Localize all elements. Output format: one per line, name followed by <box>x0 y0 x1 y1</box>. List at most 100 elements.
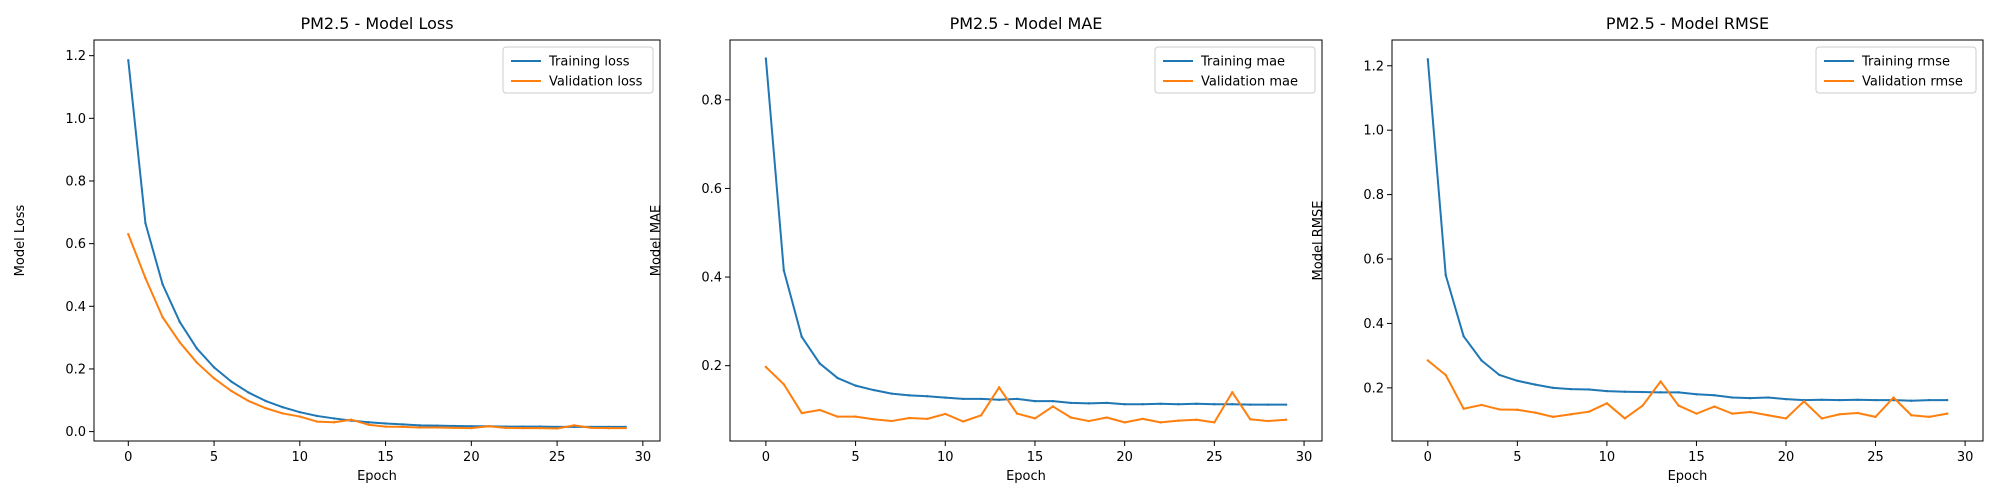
x-tick-label: 0 <box>762 450 770 465</box>
x-tick-label: 0 <box>1424 450 1432 465</box>
data-point <box>1551 386 1555 390</box>
data-point <box>1231 391 1234 394</box>
y-tick-label: 1.0 <box>65 112 86 127</box>
data-point <box>962 420 965 423</box>
data-point <box>470 426 473 430</box>
x-tick-label: 5 <box>851 450 859 465</box>
data-point <box>1820 417 1824 420</box>
legend-box <box>1815 46 1977 94</box>
data-point <box>161 283 164 286</box>
data-point <box>1928 415 1931 419</box>
data-point <box>384 425 387 428</box>
data-point <box>926 417 929 421</box>
data-point <box>1623 417 1627 420</box>
data-point <box>1516 408 1519 411</box>
y-tick-label: 0.6 <box>65 237 86 252</box>
x-tick-label: 10 <box>292 450 309 465</box>
data-point <box>1731 396 1734 399</box>
data-point <box>435 426 439 429</box>
data-point <box>1784 417 1788 420</box>
data-point <box>1444 273 1447 277</box>
data-point <box>1569 413 1573 416</box>
y-tick-label: 0.2 <box>701 359 722 374</box>
chart-panel-3: PM2.5 - Model RMSE 0 5 10 15 20 25 30 0.2 0.4 0.6 0… <box>1311 14 1984 484</box>
data-point <box>1231 403 1234 406</box>
data-point <box>1551 415 1555 419</box>
data-point <box>281 405 284 409</box>
data-point <box>872 418 875 421</box>
x-tick-label: 0 <box>124 450 132 465</box>
data-point <box>1051 405 1055 408</box>
data-point <box>1731 412 1734 415</box>
data-point <box>538 426 542 430</box>
data-point <box>1141 403 1144 406</box>
data-point <box>836 415 839 418</box>
data-point <box>1784 397 1788 401</box>
data-point <box>1087 419 1090 423</box>
data-point <box>127 59 130 62</box>
data-point <box>979 414 983 417</box>
x-tick-label: 10 <box>1599 450 1616 465</box>
x-tick-label: 30 <box>1296 450 1313 465</box>
data-point <box>1677 404 1680 407</box>
data-point <box>854 415 857 418</box>
data-point <box>1213 403 1216 406</box>
data-point <box>298 410 302 414</box>
chart-panel-1: PM2.5 - Model Loss 0 5 10 15 20 25 30 0.0 0.2 0.4 0… <box>13 14 661 484</box>
data-point <box>452 424 456 428</box>
series-line-2 <box>1427 359 1948 420</box>
y-tick-label: 0.2 <box>65 362 86 377</box>
data-point <box>1766 414 1770 417</box>
data-point <box>281 412 284 415</box>
data-point <box>1480 359 1483 362</box>
data-point <box>1587 388 1591 391</box>
series-line-1 <box>127 60 626 428</box>
data-point <box>452 426 456 430</box>
legend-label: Validation loss <box>549 75 643 90</box>
data-point <box>1159 402 1162 405</box>
y-tick-label: 1.2 <box>1363 59 1384 74</box>
data-point <box>1249 403 1252 406</box>
data-point <box>997 386 1001 389</box>
data-point <box>1910 414 1913 417</box>
y-tick-label: 0.4 <box>65 300 86 315</box>
data-point <box>367 421 370 424</box>
data-point <box>1945 412 1949 415</box>
y-tick-label: 0.6 <box>1363 253 1384 268</box>
legend-label: Training rmse <box>1861 55 1950 70</box>
x-tick-label: 10 <box>937 450 954 465</box>
data-point <box>1516 379 1519 382</box>
data-point <box>962 397 965 401</box>
data-point <box>1462 335 1465 338</box>
data-point <box>315 420 319 423</box>
plot-frame <box>1391 39 1984 442</box>
data-point <box>624 426 627 430</box>
x-tick-label: 25 <box>549 450 566 465</box>
data-point <box>264 406 267 410</box>
data-point <box>350 418 353 421</box>
y-tick-label: 0.8 <box>65 174 86 189</box>
data-point <box>1284 403 1288 406</box>
data-point <box>1910 399 1913 402</box>
data-point <box>230 389 233 393</box>
data-point <box>1713 394 1716 397</box>
data-point <box>144 222 147 225</box>
data-point <box>1015 412 1019 415</box>
legend-label: Training mae <box>1200 55 1285 70</box>
data-point <box>504 426 507 430</box>
data-point <box>1051 399 1055 403</box>
x-axis-label: Epoch <box>1006 469 1046 484</box>
data-point <box>1856 398 1859 401</box>
data-point <box>127 233 130 236</box>
data-point <box>1498 373 1501 377</box>
x-tick-label: 20 <box>1116 450 1133 465</box>
data-point <box>1213 421 1216 424</box>
data-point <box>1856 411 1859 415</box>
data-point <box>1945 398 1949 402</box>
data-point <box>195 361 199 364</box>
data-point <box>944 412 947 416</box>
x-tick-label: 30 <box>635 450 652 465</box>
data-point <box>1123 421 1126 424</box>
chart-panel-2: PM2.5 - Model MAE 0 5 10 15 20 25 30 0.2 0.4 0.6 0.… <box>649 14 1323 484</box>
data-point <box>384 422 387 425</box>
